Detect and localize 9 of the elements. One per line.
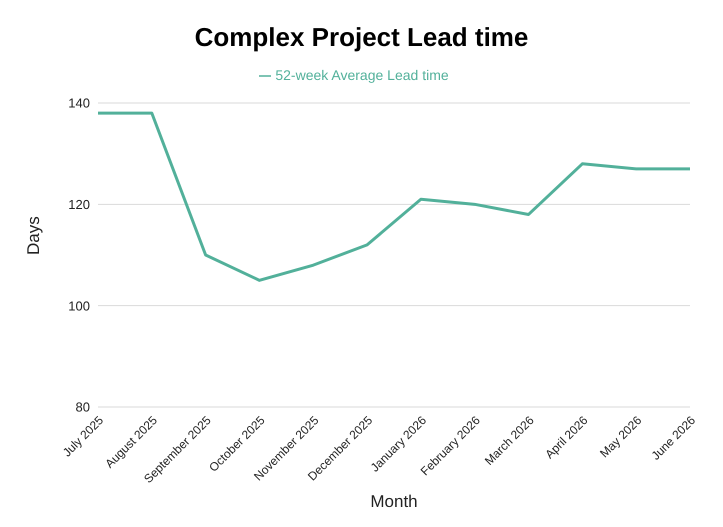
y-axis-title: Days	[24, 216, 44, 255]
legend-label: 52-week Average Lead time	[275, 67, 449, 83]
line-series	[96, 112, 692, 282]
chart-title: Complex Project Lead time	[194, 21, 530, 54]
y-tick-label: 100	[68, 298, 90, 314]
y-tick-label: 80	[76, 400, 90, 415]
y-tick-label: 140	[68, 96, 90, 111]
x-axis-title: Month	[370, 492, 418, 511]
y-tick-label: 120	[68, 196, 90, 212]
